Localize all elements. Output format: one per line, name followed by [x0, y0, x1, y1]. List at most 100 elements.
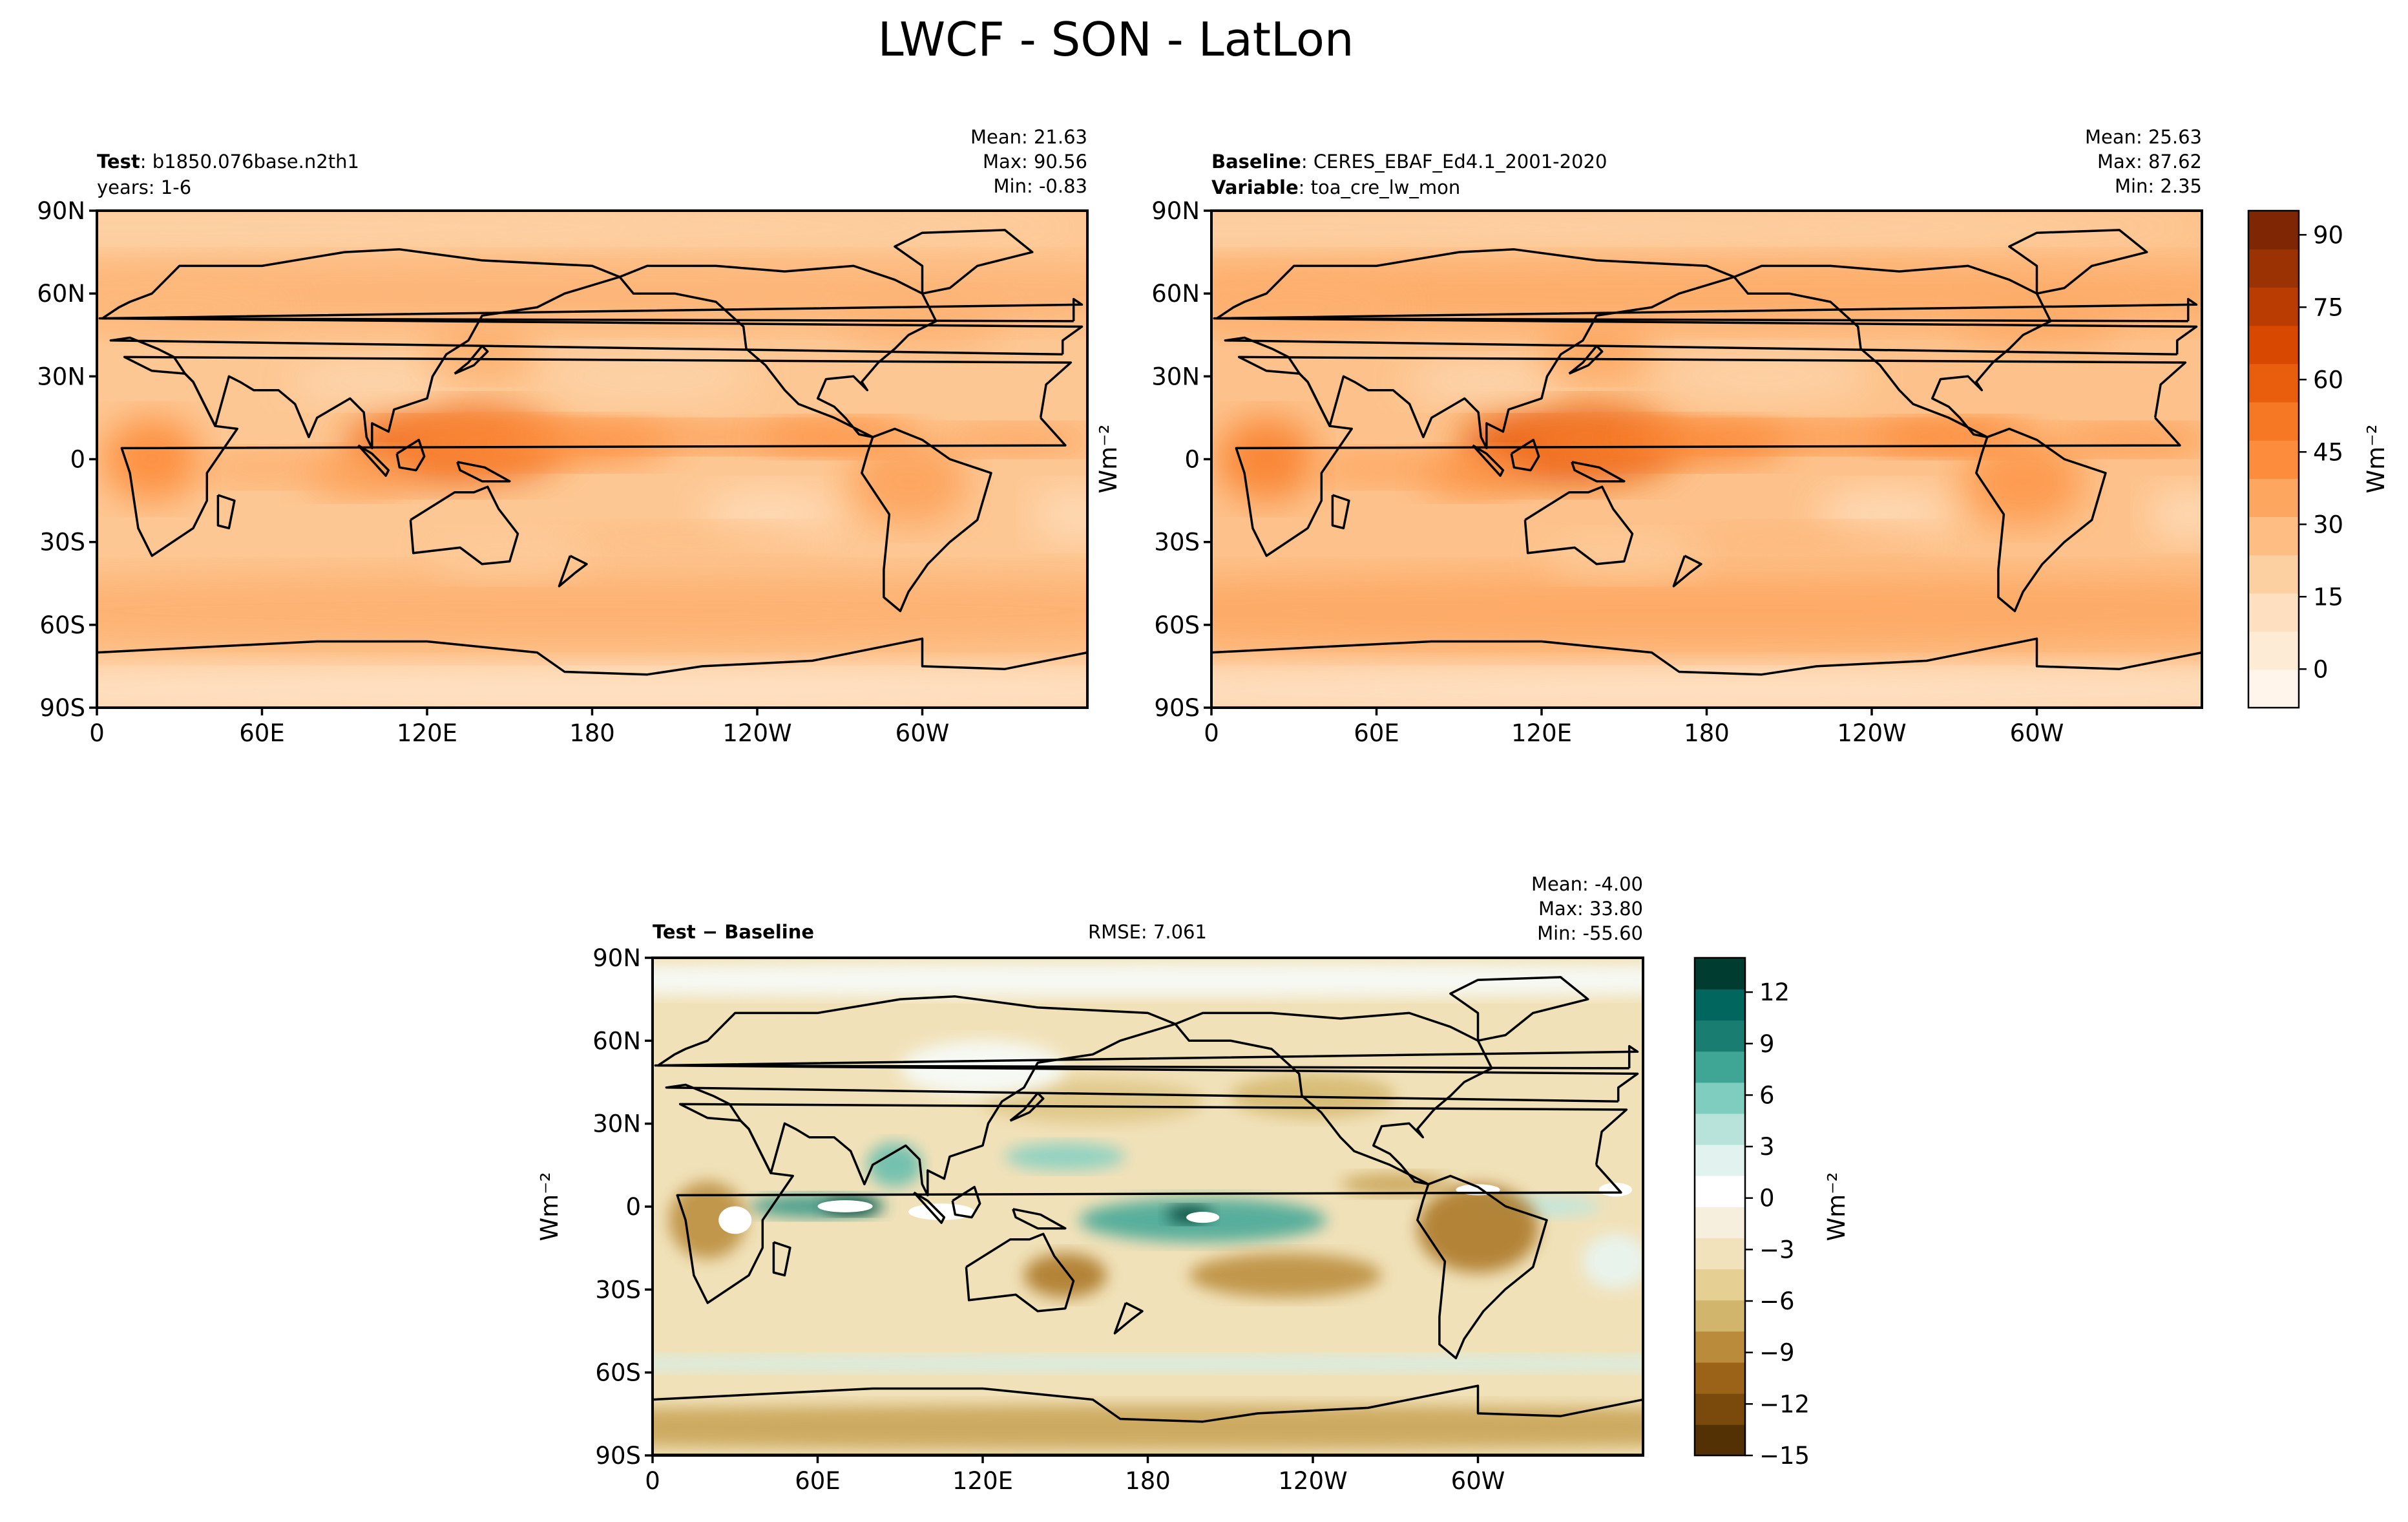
colorbar-swatch: [1695, 1113, 1745, 1145]
colorbar-swatch: [2248, 555, 2299, 594]
lon-tick-label: 60E: [239, 719, 284, 747]
colorbar-swatch: [1695, 1082, 1745, 1114]
baseline-coastlines: [1210, 229, 2203, 709]
test-lon-axis: 0 60E 120E 180 120W 60W: [89, 708, 949, 747]
lon-tick-label: 60E: [1354, 719, 1399, 747]
colorbar-tick-label: −15: [1759, 1442, 1810, 1470]
colorbar-swatch: [1695, 1331, 1745, 1363]
panel-diff-rmse: RMSE: 7.061: [1088, 921, 1207, 943]
lat-tick-label: 60N: [1151, 280, 1200, 308]
colorbar-absolute-label: Wm⁻²: [2362, 425, 2390, 494]
colorbar-absolute: 90 75 60 45 30 15 0 Wm⁻²: [2247, 209, 2390, 709]
panel-baseline-min: Min: 2.35: [2115, 175, 2202, 197]
lat-tick-label: 60S: [39, 611, 85, 639]
colorbar-tick-label: 90: [2313, 221, 2343, 249]
lat-tick-label: 0: [625, 1193, 641, 1221]
colorbar-swatch: [2248, 439, 2299, 479]
panel-test-max: Max: 90.56: [983, 151, 1087, 173]
colorbar-swatch: [2248, 669, 2299, 708]
baseline-lon-axis: 0 60E 120E 180 120W 60W: [1204, 708, 2064, 747]
panel-baseline-variable: Variable: toa_cre_lw_mon: [1211, 176, 1460, 198]
colorbar-swatch: [1695, 1051, 1745, 1083]
colorbar-swatch: [1695, 1393, 1745, 1425]
panel-baseline-max: Max: 87.62: [2097, 151, 2202, 173]
lon-tick-label: 120W: [1837, 719, 1906, 747]
lon-tick-label: 120W: [1278, 1467, 1347, 1495]
lon-tick-label: 60E: [795, 1467, 840, 1495]
colorbar-difference-bar: [1695, 958, 1745, 1456]
colorbar-swatch: [2248, 593, 2299, 632]
panel-diff-max: Max: 33.80: [1538, 898, 1643, 920]
colorbar-difference: 12 9 6 3 0 −3 −6 −9 −12 −15 Wm⁻²: [1693, 957, 1850, 1470]
colorbar-tick-label: −12: [1759, 1390, 1810, 1418]
lon-tick-label: 0: [89, 719, 105, 747]
colorbar-swatch: [1695, 1424, 1745, 1456]
lat-tick-label: 30N: [37, 363, 85, 390]
lon-tick-label: 0: [645, 1467, 660, 1495]
panel-diff-min: Min: -55.60: [1537, 922, 1643, 944]
colorbar-tick-label: 60: [2313, 366, 2343, 394]
colorbar-swatch: [1695, 989, 1745, 1021]
baseline-units-label: Wm⁻²: [1094, 425, 1122, 494]
baseline-lat-axis: 90N 60N 30N 0 30S 60S 90S: [1151, 197, 1211, 722]
colorbar-swatch: [1695, 1175, 1745, 1207]
lat-tick-label: 60N: [592, 1027, 641, 1055]
colorbar-difference-frame: [1693, 957, 1746, 1457]
colorbar-tick-label: 30: [2313, 511, 2343, 538]
panel-diff-mean: Mean: -4.00: [1531, 873, 1643, 895]
colorbar-tick-label: 6: [1759, 1081, 1775, 1109]
colorbar-tick-label: −6: [1759, 1287, 1795, 1315]
colorbar-tick-label: 12: [1759, 978, 1790, 1006]
colorbar-swatch: [2248, 325, 2299, 365]
lat-tick-label: 60N: [37, 280, 85, 308]
diff-units-label: Wm⁻²: [536, 1172, 563, 1242]
lat-tick-label: 60S: [595, 1359, 641, 1387]
diff-lat-axis: 90N 60N 30N 0 30S 60S 90S: [592, 944, 653, 1470]
colorbar-difference-label: Wm⁻²: [1823, 1172, 1850, 1242]
lat-tick-label: 30N: [592, 1110, 641, 1138]
lon-tick-label: 120E: [397, 719, 457, 747]
figure-title: LWCF - SON - LatLon: [877, 12, 1354, 67]
test-coastlines: [96, 229, 1089, 709]
colorbar-absolute-ticks: 90 75 60 45 30 15 0: [2299, 221, 2343, 683]
colorbar-swatch: [1695, 1362, 1745, 1394]
lon-tick-label: 180: [1684, 719, 1730, 747]
colorbar-swatch: [1695, 1269, 1745, 1301]
colorbar-absolute-frame: [2247, 209, 2300, 709]
colorbar-tick-label: 45: [2313, 438, 2343, 466]
panel-difference: Test − Baseline RMSE: 7.061 Mean: -4.00 …: [536, 873, 1644, 1495]
colorbar-tick-label: 0: [1759, 1185, 1775, 1212]
colorbar-tick-label: 75: [2313, 293, 2343, 321]
panel-baseline-mean: Mean: 25.63: [2085, 126, 2202, 148]
lat-tick-label: 90S: [39, 694, 85, 722]
colorbar-tick-label: −9: [1759, 1339, 1795, 1367]
colorbar-swatch: [2248, 631, 2299, 670]
lat-tick-label: 30S: [39, 529, 85, 556]
colorbar-tick-label: 3: [1759, 1133, 1775, 1161]
colorbar-swatch: [1695, 1238, 1745, 1270]
colorbar-tick-label: 9: [1759, 1030, 1775, 1058]
panel-test-years: years: 1-6: [97, 176, 191, 198]
lon-tick-label: 60W: [1451, 1467, 1505, 1495]
lat-tick-label: 0: [70, 446, 85, 474]
lat-tick-label: 90N: [1151, 197, 1200, 225]
diff-lon-axis: 0 60E 120E 180 120W 60W: [645, 1455, 1505, 1495]
colorbar-difference-ticks: 12 9 6 3 0 −3 −6 −9 −12 −15: [1745, 978, 1810, 1470]
panel-test-header: Test: b1850.076base.n2th1: [97, 151, 359, 173]
lon-tick-label: 180: [1125, 1467, 1171, 1495]
colorbar-swatch: [1695, 1207, 1745, 1238]
lat-tick-label: 90S: [1154, 694, 1200, 722]
lon-tick-label: 60W: [2010, 719, 2064, 747]
colorbar-tick-label: −3: [1759, 1236, 1795, 1263]
lat-tick-label: 30N: [1151, 363, 1200, 390]
lon-tick-label: 120W: [722, 719, 791, 747]
lon-tick-label: 60W: [895, 719, 950, 747]
panel-test: Test: b1850.076base.n2th1 years: 1-6 Mea…: [37, 126, 1089, 747]
diff-map-field: [653, 958, 1643, 1455]
lat-tick-label: 90S: [595, 1442, 641, 1470]
test-lat-axis: 90N 60N 30N 0 30S 60S 90S: [37, 197, 97, 722]
colorbar-swatch: [2248, 516, 2299, 556]
colorbar-tick-label: 0: [2313, 655, 2329, 683]
colorbar-swatch: [2248, 249, 2299, 288]
